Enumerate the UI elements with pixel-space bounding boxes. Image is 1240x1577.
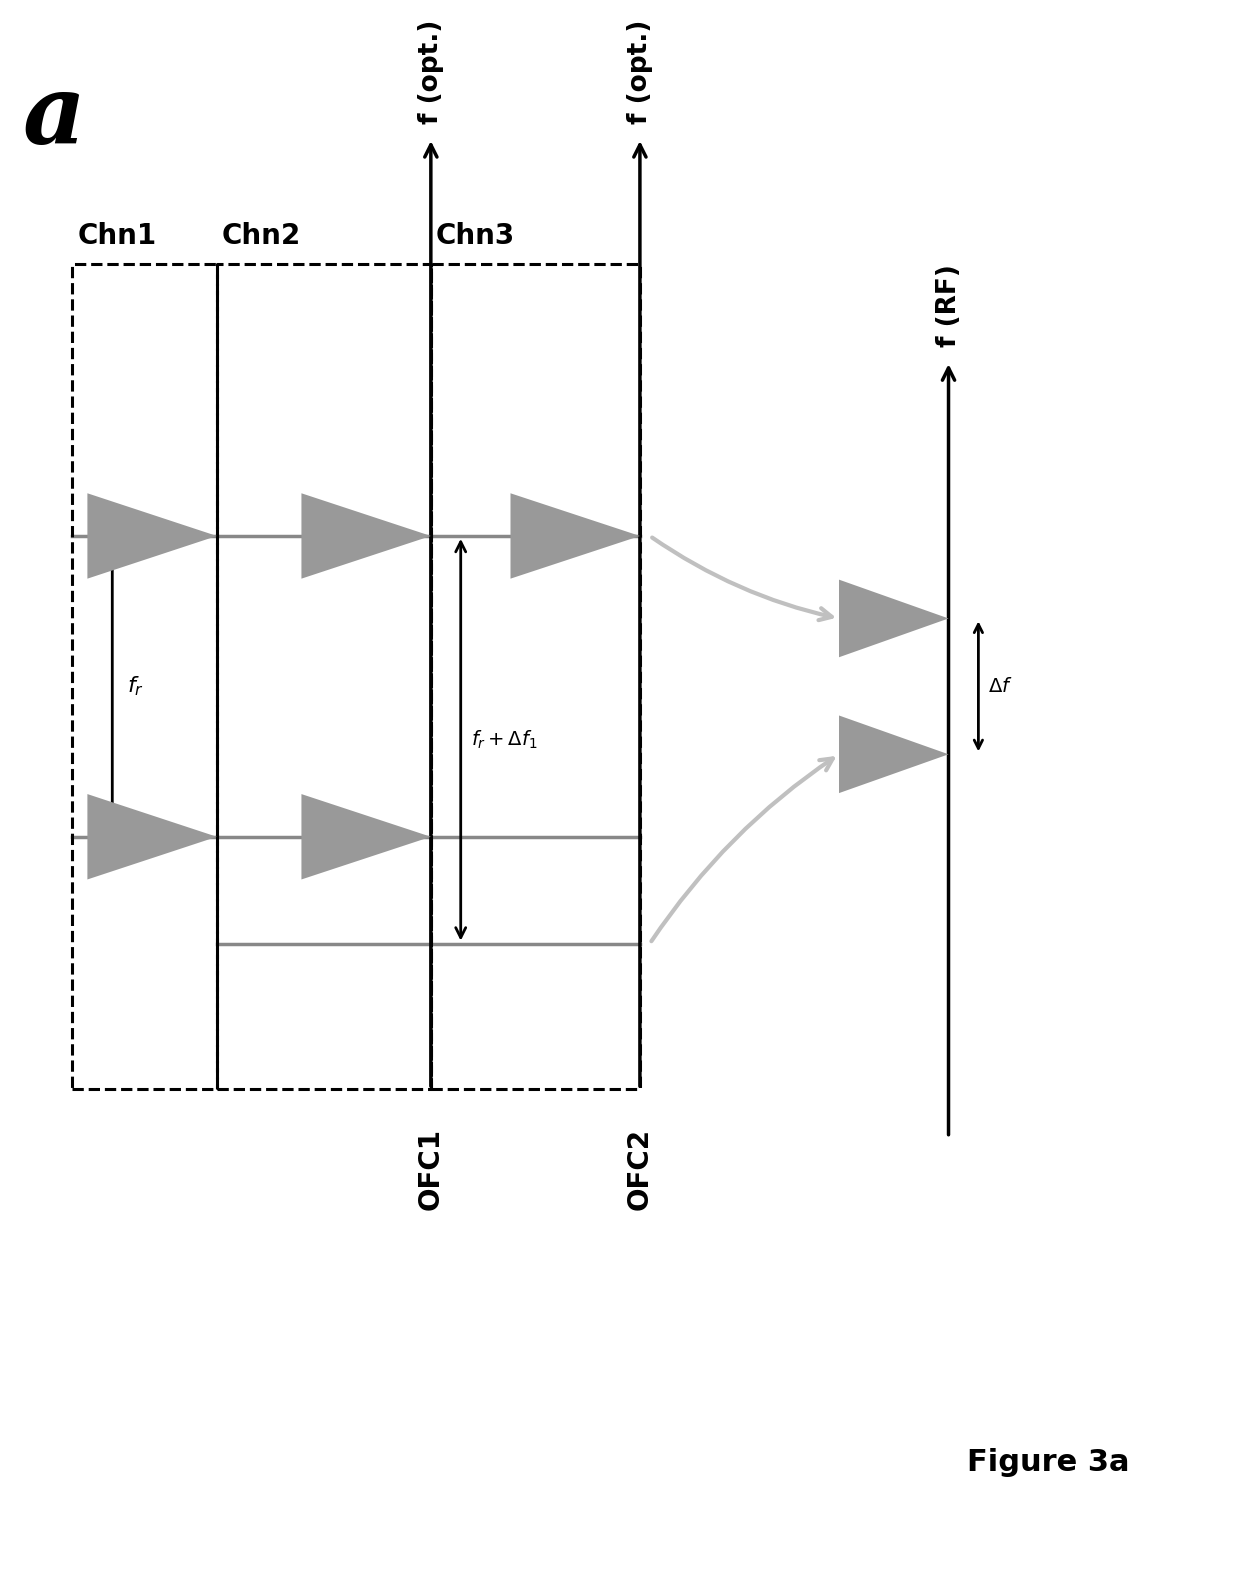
Polygon shape	[301, 494, 430, 579]
Text: Chn3: Chn3	[435, 222, 515, 249]
Polygon shape	[87, 494, 217, 579]
Text: a: a	[22, 71, 86, 164]
Text: $f_r$: $f_r$	[128, 675, 144, 699]
Polygon shape	[839, 716, 949, 793]
Text: Chn1: Chn1	[77, 222, 156, 249]
Text: Chn2: Chn2	[222, 222, 301, 249]
Text: $\Delta f$: $\Delta f$	[988, 677, 1013, 695]
Text: f (opt.): f (opt.)	[418, 19, 444, 123]
Polygon shape	[511, 494, 640, 579]
Text: OFC2: OFC2	[626, 1128, 653, 1210]
Polygon shape	[839, 580, 949, 658]
Text: f (RF): f (RF)	[935, 263, 961, 347]
Text: Figure 3a: Figure 3a	[967, 1448, 1130, 1478]
Text: OFC1: OFC1	[417, 1128, 445, 1210]
Polygon shape	[87, 795, 217, 880]
Text: f (opt.): f (opt.)	[627, 19, 653, 123]
Polygon shape	[301, 795, 430, 880]
Text: $f_r + \Delta f_1$: $f_r + \Delta f_1$	[471, 729, 537, 751]
